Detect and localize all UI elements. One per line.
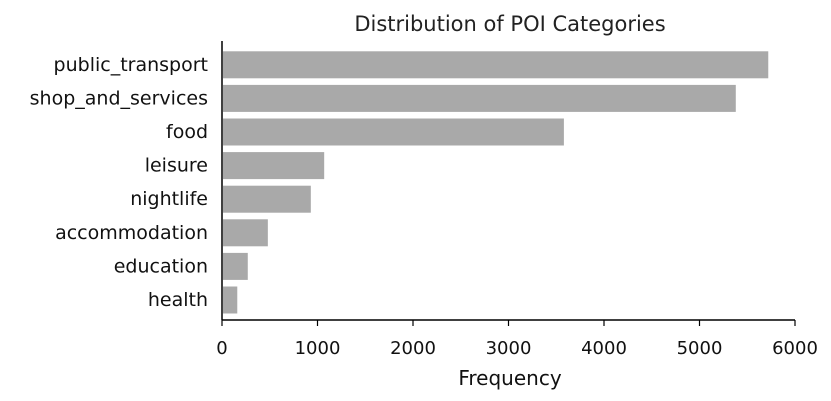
category-label: leisure [145, 155, 208, 177]
bar-education [223, 252, 248, 280]
bar-leisure [223, 152, 325, 180]
x-axis-ticks: 0 1000 2000 3000 4000 5000 6000 [216, 320, 818, 359]
category-label: education [114, 255, 208, 277]
x-tick-label: 3000 [486, 338, 532, 359]
bar-shop-and-services [223, 84, 736, 112]
x-axis-title: Frequency [458, 366, 561, 390]
x-tick-label: 0 [216, 338, 227, 359]
x-tick-label: 1000 [295, 338, 341, 359]
category-label: public_transport [54, 54, 208, 76]
category-label: accommodation [55, 222, 208, 244]
x-tick-label: 5000 [677, 338, 723, 359]
bars [223, 51, 769, 314]
category-label: shop_and_services [30, 87, 208, 109]
category-label: health [148, 289, 208, 311]
x-tick-label: 6000 [772, 338, 818, 359]
chart-title: Distribution of POI Categories [354, 12, 665, 36]
bar-health [223, 286, 238, 314]
category-label: food [166, 121, 208, 143]
x-tick-label: 2000 [390, 338, 436, 359]
x-tick-label: 4000 [581, 338, 627, 359]
bar-nightlife [223, 185, 311, 213]
category-label: nightlife [130, 188, 208, 210]
bar-accommodation [223, 219, 268, 247]
bar-public-transport [223, 51, 769, 79]
bar-food [223, 118, 564, 146]
